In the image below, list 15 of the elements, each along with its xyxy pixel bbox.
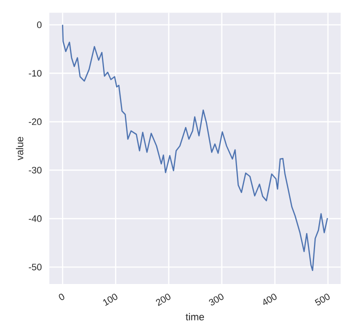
y-tick-label: -10 — [28, 70, 42, 77]
x-axis-title: time — [186, 313, 204, 320]
x-tick-label: 200 — [156, 294, 170, 306]
y-tick-label: -40 — [28, 215, 42, 222]
x-tick-label: 500 — [314, 294, 330, 306]
x-tick-label: 400 — [263, 294, 277, 305]
line-series — [62, 24, 328, 272]
x-tick-label: 100 — [103, 294, 118, 306]
y-tick-label: 0 — [37, 22, 42, 28]
y-axis-title: value — [16, 136, 24, 160]
x-tick-label: 0 — [58, 294, 64, 300]
x-tick-label: 300 — [209, 294, 224, 306]
y-tick-label: -30 — [28, 166, 42, 174]
y-tick-label: -50 — [28, 264, 42, 270]
y-tick-label: -20 — [28, 118, 42, 126]
